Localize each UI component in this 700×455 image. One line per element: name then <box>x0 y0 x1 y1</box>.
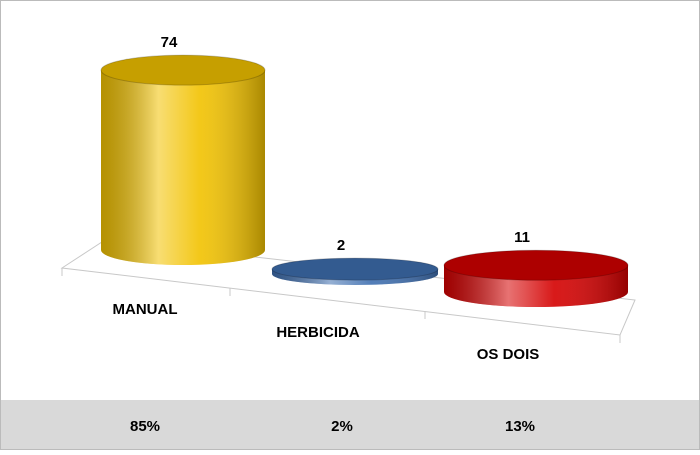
cylinder-top-shade <box>272 258 438 281</box>
percent-label: 85% <box>130 418 160 435</box>
cylinder-top <box>443 249 629 281</box>
cylinder-top <box>271 257 439 281</box>
cylinder-shade <box>101 70 265 265</box>
floor <box>60 239 636 336</box>
cylinder-top <box>100 54 266 86</box>
category-label: OS DOIS <box>477 346 540 363</box>
value-label: 11 <box>514 229 530 246</box>
floor-ticks <box>61 268 621 343</box>
percent-label: 2% <box>331 418 353 435</box>
category-label: HERBICIDA <box>276 324 360 341</box>
cylinder-top-shade <box>444 250 628 281</box>
percent-label: 13% <box>505 418 535 435</box>
cylinder-top-shade <box>101 55 265 86</box>
category-label: MANUAL <box>113 301 178 318</box>
value-label: 74 <box>161 34 178 51</box>
value-label: 2 <box>337 237 345 254</box>
percent-band <box>1 400 699 449</box>
